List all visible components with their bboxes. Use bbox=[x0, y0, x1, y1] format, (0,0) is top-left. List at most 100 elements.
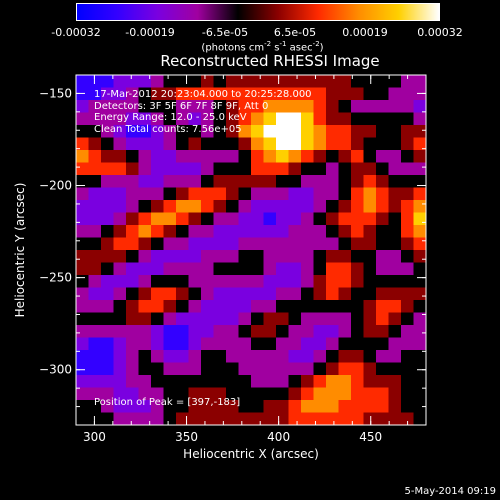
heatmap-cell bbox=[88, 412, 102, 425]
heatmap-cell bbox=[263, 75, 277, 89]
heatmap-cell bbox=[88, 187, 102, 201]
heatmap-cell bbox=[138, 262, 152, 276]
heatmap-cell bbox=[388, 237, 402, 251]
heatmap-cell bbox=[276, 362, 290, 376]
heatmap-cell bbox=[251, 137, 265, 151]
heatmap-cell bbox=[213, 75, 227, 89]
heatmap-cell bbox=[226, 187, 240, 201]
heatmap-cell bbox=[288, 287, 302, 301]
heatmap-cell bbox=[251, 375, 265, 389]
heatmap-cell bbox=[151, 362, 165, 376]
heatmap-cell bbox=[213, 150, 227, 164]
heatmap-cell bbox=[263, 225, 277, 239]
heatmap-cell bbox=[101, 275, 115, 289]
heatmap-cell bbox=[76, 375, 90, 389]
heatmap-cell bbox=[188, 137, 202, 151]
heatmap-cell bbox=[388, 162, 402, 176]
heatmap-cell bbox=[238, 250, 252, 264]
heatmap-cell bbox=[313, 337, 327, 351]
heatmap-cell bbox=[238, 187, 252, 201]
heatmap-cell bbox=[401, 262, 415, 276]
heatmap-cell bbox=[338, 225, 352, 239]
heatmap-cell bbox=[363, 300, 377, 314]
heatmap-cell bbox=[88, 312, 102, 326]
heatmap-cell bbox=[313, 212, 327, 226]
heatmap-cell bbox=[113, 375, 127, 389]
heatmap-cell bbox=[226, 175, 240, 189]
heatmap-cell bbox=[88, 300, 102, 314]
heatmap-cell bbox=[326, 150, 340, 164]
heatmap-cell bbox=[276, 75, 290, 89]
heatmap-cell bbox=[251, 187, 265, 201]
heatmap-cell bbox=[363, 275, 377, 289]
heatmap-cell bbox=[188, 325, 202, 339]
heatmap-cell bbox=[113, 150, 127, 164]
heatmap-cell bbox=[101, 287, 115, 301]
heatmap-cell bbox=[376, 312, 390, 326]
heatmap-cell bbox=[251, 412, 265, 425]
heatmap-cell bbox=[226, 350, 240, 364]
heatmap-cell bbox=[151, 212, 165, 226]
heatmap-cell bbox=[301, 362, 315, 376]
heatmap-cell bbox=[326, 337, 340, 351]
heatmap-cell bbox=[301, 337, 315, 351]
heatmap-cell bbox=[326, 275, 340, 289]
heatmap-cell bbox=[338, 350, 352, 364]
heatmap-cell bbox=[338, 75, 352, 89]
heatmap-cell bbox=[176, 300, 190, 314]
heatmap-cell bbox=[338, 87, 352, 101]
heatmap-cell bbox=[376, 250, 390, 264]
heatmap-cell bbox=[326, 200, 340, 214]
heatmap-cell bbox=[401, 250, 415, 264]
heatmap-cell bbox=[413, 400, 426, 414]
heatmap-cell bbox=[163, 262, 177, 276]
heatmap-cell bbox=[401, 412, 415, 425]
heatmap-cell bbox=[226, 337, 240, 351]
y-tick-label: −200 bbox=[39, 179, 72, 193]
heatmap-cell bbox=[213, 375, 227, 389]
heatmap-cell bbox=[151, 412, 165, 425]
heatmap-cell bbox=[138, 187, 152, 201]
heatmap-cell bbox=[288, 200, 302, 214]
heatmap-cell bbox=[376, 400, 390, 414]
heatmap-cell bbox=[188, 312, 202, 326]
heatmap-cell bbox=[176, 237, 190, 251]
heatmap-cell bbox=[138, 200, 152, 214]
heatmap-cell bbox=[301, 300, 315, 314]
heatmap-cell bbox=[276, 325, 290, 339]
heatmap-cell bbox=[101, 312, 115, 326]
heatmap-cell bbox=[388, 250, 402, 264]
heatmap-cell bbox=[376, 262, 390, 276]
heatmap-cell bbox=[188, 200, 202, 214]
heatmap-cell bbox=[313, 362, 327, 376]
heatmap-cell bbox=[351, 287, 365, 301]
heatmap-cell bbox=[251, 262, 265, 276]
heatmap-cell bbox=[363, 162, 377, 176]
heatmap-cell bbox=[251, 200, 265, 214]
heatmap-cell bbox=[388, 150, 402, 164]
heatmap-cell bbox=[76, 262, 90, 276]
heatmap-cell bbox=[363, 287, 377, 301]
heatmap-cell bbox=[201, 250, 215, 264]
heatmap-cell bbox=[363, 400, 377, 414]
heatmap-cell bbox=[413, 112, 426, 126]
heatmap-cell bbox=[363, 137, 377, 151]
heatmap-cell bbox=[188, 175, 202, 189]
heatmap-cell bbox=[263, 187, 277, 201]
heatmap-cell bbox=[113, 275, 127, 289]
heatmap-cell bbox=[251, 237, 265, 251]
heatmap-cell bbox=[88, 250, 102, 264]
heatmap-cell bbox=[288, 237, 302, 251]
heatmap-cell bbox=[363, 100, 377, 114]
heatmap-cell bbox=[313, 300, 327, 314]
heatmap-cell bbox=[363, 225, 377, 239]
heatmap-cell bbox=[201, 350, 215, 364]
heatmap-cell bbox=[163, 325, 177, 339]
heatmap-cell bbox=[388, 375, 402, 389]
heatmap-cell bbox=[213, 287, 227, 301]
heatmap-cell bbox=[301, 162, 315, 176]
heatmap-cell bbox=[338, 212, 352, 226]
heatmap-cell bbox=[201, 137, 215, 151]
heatmap-cell bbox=[188, 287, 202, 301]
heatmap-cell bbox=[263, 287, 277, 301]
